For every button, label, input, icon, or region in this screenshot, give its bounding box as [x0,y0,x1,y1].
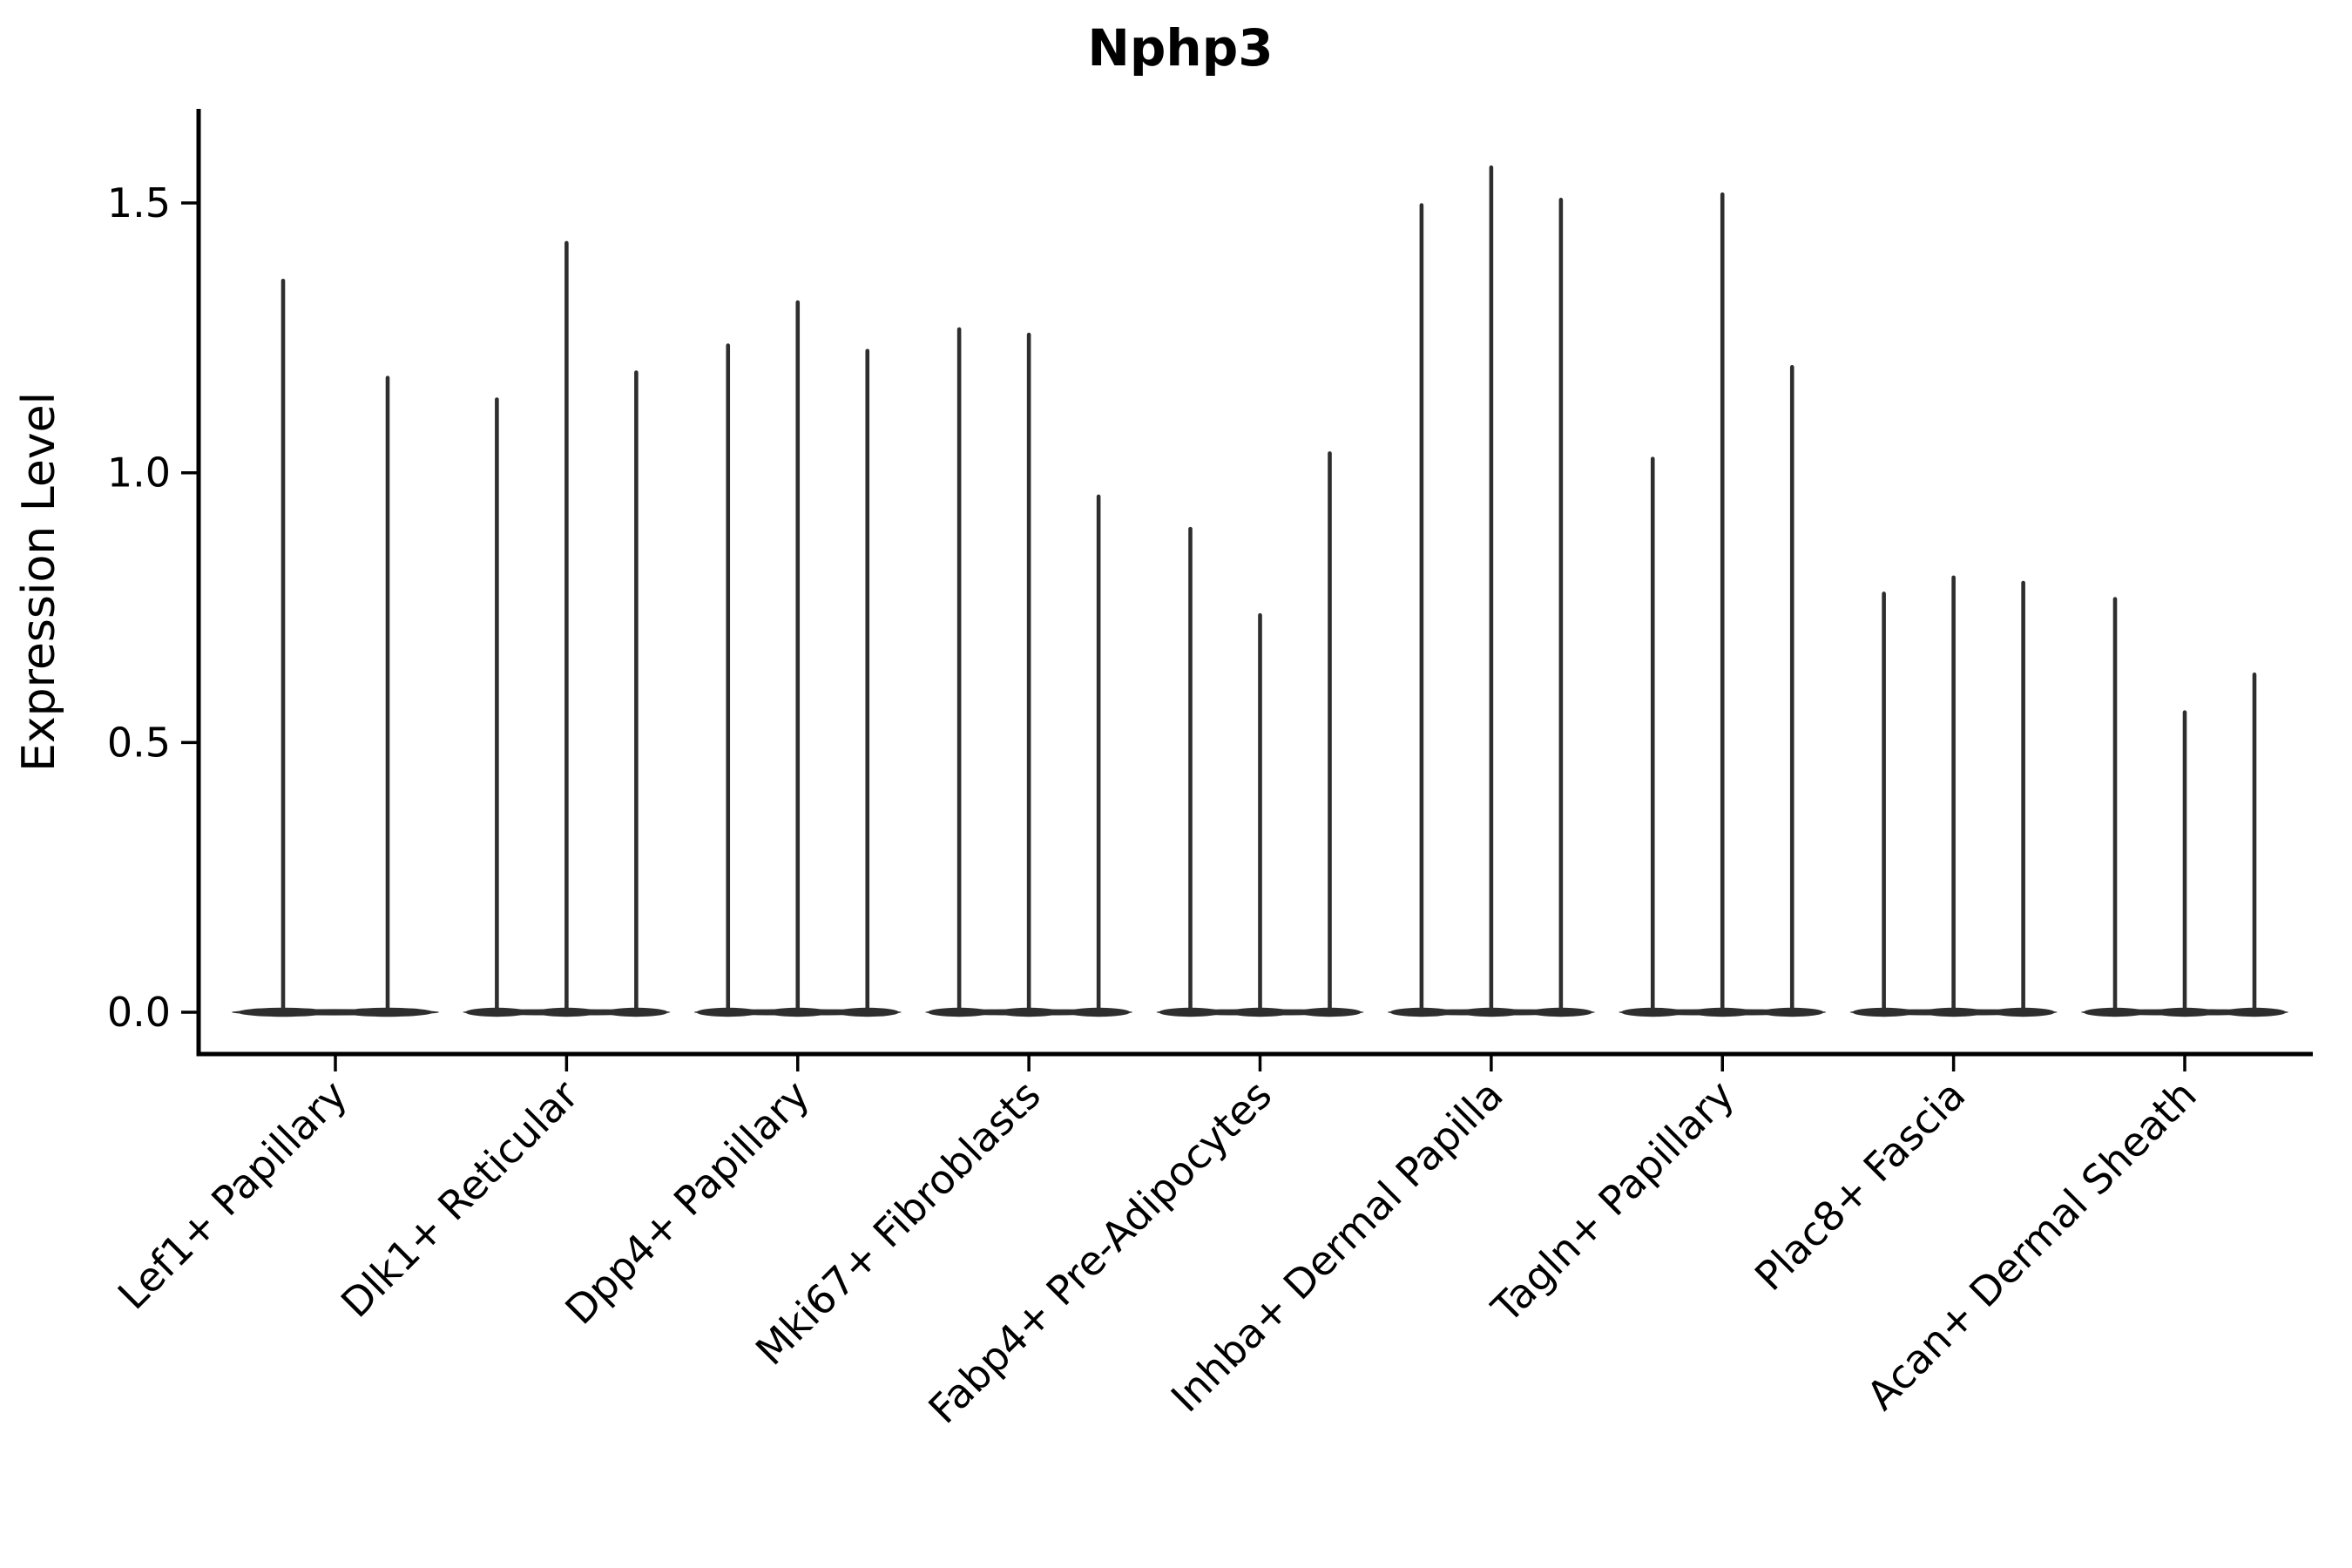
violin-group-7 [1619,192,1827,1017]
x-tick-label-3: Dpp4+ Papillary [556,1071,818,1334]
violin-group-2 [463,240,671,1017]
x-tick-label-8: Plac8+ Fascia [1746,1071,1974,1300]
violin-group-6 [1387,165,1595,1017]
y-tick-label: 1.5 [107,179,171,226]
violin-layer [232,165,2288,1017]
chart-title: Nphp3 [1087,18,1273,78]
x-tick-label-7: Tagln+ Papillary [1482,1071,1743,1333]
y-tick-label: 1.0 [107,449,171,497]
violin-group-4 [925,327,1133,1017]
violin-group-1 [232,278,439,1017]
y-tick-label: 0.0 [107,989,171,1036]
violin-group-5 [1156,451,1364,1017]
y-axis-label: Expression Level [13,392,65,772]
y-tick-label: 0.5 [107,719,171,766]
x-tick-label-2: Dlk1+ Reticular [332,1071,587,1327]
x-tick-label-1: Lef1+ Papillary [109,1071,356,1319]
violin-group-8 [1849,575,2058,1017]
violin-group-3 [693,300,902,1017]
violin-group-9 [2081,597,2288,1017]
